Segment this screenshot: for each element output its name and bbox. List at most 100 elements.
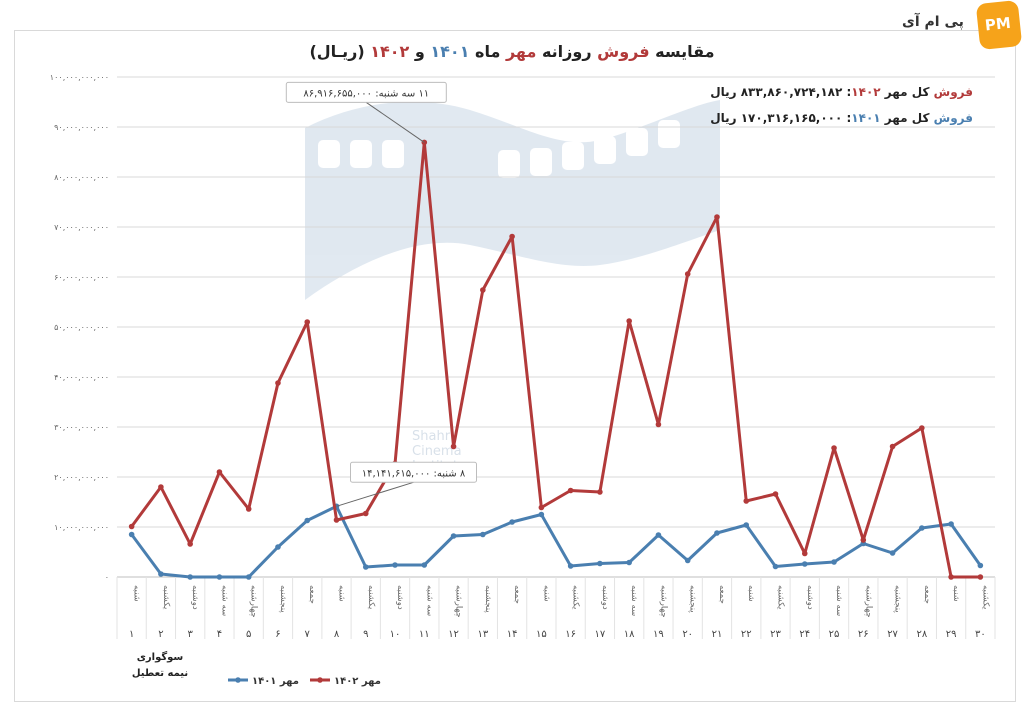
callout-label: ۱۱ سه شنبه: ۸۶,۹۱۶,۶۵۵,۰۰۰ — [303, 88, 429, 99]
data-point — [919, 425, 925, 431]
data-point — [128, 523, 135, 530]
x-day-number: ۲۷ — [887, 629, 898, 640]
data-point — [245, 574, 252, 580]
note-mourning: سوگواری — [137, 650, 184, 663]
data-point — [538, 504, 545, 511]
x-day-name: جمعه — [922, 585, 932, 604]
data-point — [889, 443, 896, 450]
series-1402 — [128, 139, 984, 580]
callout: ۱۱ سه شنبه: ۸۶,۹۱۶,۶۵۵,۰۰۰ — [285, 81, 447, 143]
y-tick-label: ۴۰,۰۰۰,۰۰۰,۰۰۰ — [54, 373, 109, 382]
x-day-number: ۱ — [129, 629, 134, 640]
x-day-number: ۲۹ — [946, 629, 957, 640]
x-day-name: یکشنبه — [366, 585, 376, 610]
x-day-number: ۲۶ — [858, 629, 869, 640]
data-point — [801, 561, 808, 567]
data-point — [392, 562, 398, 568]
data-point — [772, 491, 779, 497]
data-point — [216, 574, 223, 580]
total-1402: فروش کل مهر ۱۴۰۲: ۸۳۳,۸۶۰,۷۲۴,۱۸۲ ریال — [710, 85, 973, 100]
data-point — [158, 571, 164, 577]
x-day-number: ۱۵ — [536, 629, 547, 640]
data-point — [831, 445, 837, 451]
legend-item: مهر ۱۴۰۱ — [228, 676, 299, 687]
data-point — [977, 574, 984, 580]
x-day-number: ۲۱ — [712, 629, 723, 640]
data-point — [655, 532, 662, 538]
x-day-number: ۲۴ — [799, 629, 810, 640]
data-point — [743, 498, 750, 504]
legend-label: مهر ۱۴۰۲ — [334, 676, 381, 687]
x-day-number: ۴ — [217, 629, 222, 640]
x-day-name: سه شنبه — [834, 585, 844, 616]
x-day-number: ۱۷ — [595, 629, 606, 640]
data-point — [509, 519, 515, 525]
x-day-number: ۱۴ — [507, 629, 518, 640]
x-day-name: یکشنبه — [161, 585, 171, 610]
data-point — [714, 214, 720, 220]
x-day-number: ۳ — [187, 629, 193, 640]
data-point — [216, 469, 223, 475]
brand-text: پی ام آی — [902, 14, 964, 30]
x-day-number: ۲۵ — [829, 629, 840, 640]
data-point — [772, 563, 779, 570]
legend: مهر ۱۴۰۱ مهر ۱۴۰۲ — [228, 676, 381, 687]
x-day-number: ۲۰ — [682, 629, 693, 640]
x-day-name: شنبه — [746, 585, 756, 602]
data-point — [128, 531, 135, 538]
data-point — [597, 489, 603, 495]
x-day-name: دوشنبه — [190, 585, 200, 610]
data-point — [187, 574, 193, 580]
y-tick-label: ۰ — [105, 573, 109, 582]
data-point — [187, 541, 193, 547]
data-point — [450, 443, 457, 450]
x-day-number: ۹ — [363, 629, 368, 640]
y-tick-label: ۱۰,۰۰۰,۰۰۰,۰۰۰ — [54, 523, 109, 532]
x-day-name: دوشنبه — [805, 585, 815, 610]
x-day-number: ۶ — [275, 629, 280, 640]
data-point — [860, 537, 867, 543]
x-day-number: ۸ — [334, 629, 340, 640]
y-axis: ۰ ۱۰,۰۰۰,۰۰۰,۰۰۰ ۲۰,۰۰۰,۰۰۰,۰۰۰ ۳۰,۰۰۰,۰۰۰,… — [50, 73, 109, 582]
x-day-number: ۱۰ — [390, 629, 401, 640]
legend-item: مهر ۱۴۰۲ — [310, 676, 381, 687]
series-line — [130, 504, 982, 579]
data-point — [684, 557, 691, 564]
callout-leader — [336, 481, 414, 507]
data-point — [538, 511, 545, 518]
x-day-name: چهارشنبه — [658, 585, 668, 618]
data-point — [450, 533, 457, 539]
x-day-name: پنجشنبه — [483, 585, 493, 613]
series-1401 — [128, 503, 984, 580]
note-half-holiday: نیمه تعطیل — [132, 668, 188, 679]
data-point — [948, 574, 954, 580]
callout-box — [285, 81, 447, 103]
callouts: ۱۱ سه شنبه: ۸۶,۹۱۶,۶۵۵,۰۰۰ ۸ شنبه: ۱۴,۱۴۱… — [285, 81, 477, 507]
data-point — [275, 544, 281, 550]
x-day-number: ۵ — [246, 629, 251, 640]
x-day-number: ۲ — [158, 629, 163, 640]
legend-marker — [235, 677, 241, 683]
data-point — [304, 319, 311, 325]
data-point — [948, 521, 954, 527]
x-day-name: جمعه — [307, 585, 317, 604]
data-point — [801, 550, 808, 557]
callout: ۸ شنبه: ۱۴,۱۴۱,۶۱۵,۰۰۰ — [336, 461, 477, 507]
y-tick-label: ۷۰,۰۰۰,۰۰۰,۰۰۰ — [54, 223, 109, 232]
data-point — [275, 380, 281, 386]
x-day-name: سه شنبه — [629, 585, 639, 616]
x-day-name: دوشنبه — [395, 585, 405, 610]
data-point — [158, 484, 164, 490]
data-point — [889, 550, 896, 556]
brand-logo: پی ام آی PM — [902, 0, 1023, 51]
data-point — [597, 560, 603, 567]
data-point — [480, 531, 486, 538]
x-day-name: سه شنبه — [219, 585, 229, 616]
data-point — [743, 522, 750, 528]
data-point — [362, 564, 369, 570]
x-day-name: یکشنبه — [776, 585, 786, 610]
callout-label: ۸ شنبه: ۱۴,۱۴۱,۶۱۵,۰۰۰ — [362, 468, 466, 479]
x-day-number: ۱۲ — [448, 629, 459, 640]
x-day-name: شنبه — [132, 585, 142, 602]
